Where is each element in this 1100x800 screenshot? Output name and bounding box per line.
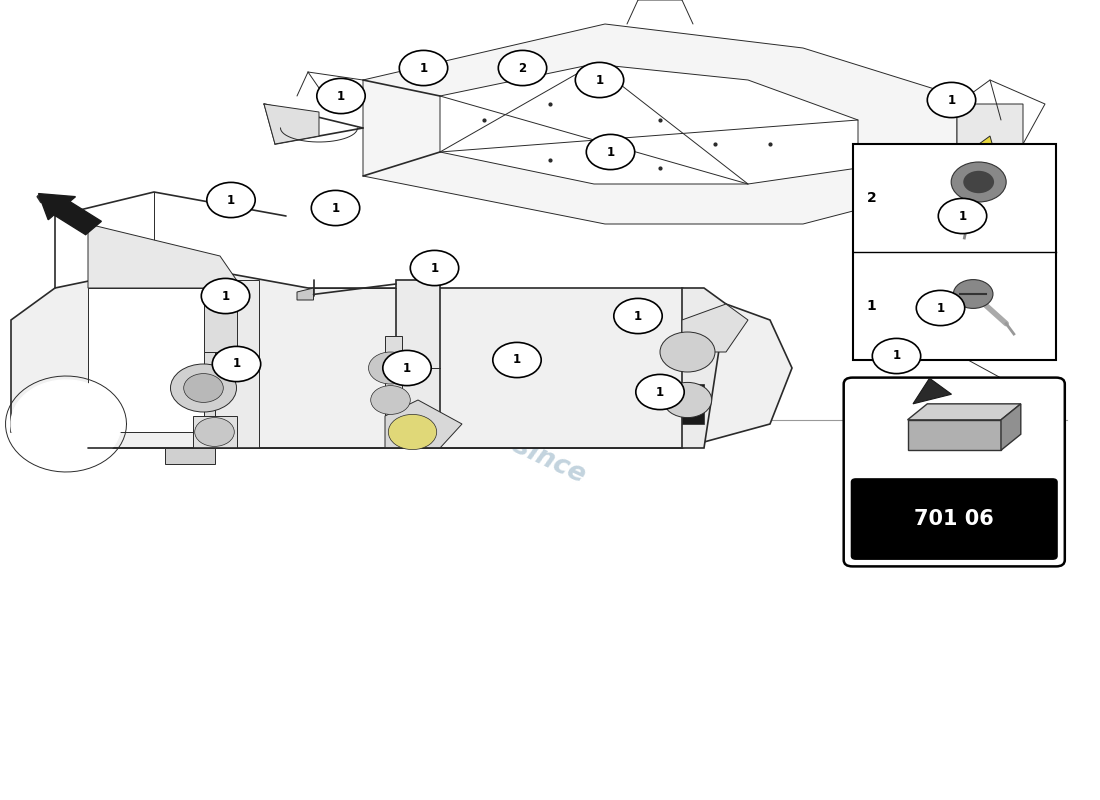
Polygon shape — [957, 136, 1001, 184]
Text: 1: 1 — [958, 210, 967, 222]
Polygon shape — [11, 272, 792, 448]
Polygon shape — [682, 288, 726, 448]
Text: 1: 1 — [337, 90, 345, 102]
Circle shape — [663, 382, 712, 418]
Circle shape — [575, 62, 624, 98]
Circle shape — [184, 374, 223, 402]
Circle shape — [170, 364, 236, 412]
FancyBboxPatch shape — [852, 144, 1056, 360]
Text: 1: 1 — [513, 354, 521, 366]
Text: 701 06: 701 06 — [914, 509, 994, 529]
Circle shape — [954, 279, 993, 308]
Circle shape — [964, 170, 994, 193]
Text: a passion for parts since: a passion for parts since — [246, 311, 590, 489]
Polygon shape — [957, 104, 1023, 168]
Text: 1: 1 — [595, 74, 604, 86]
Circle shape — [388, 414, 437, 450]
Polygon shape — [204, 352, 214, 432]
Circle shape — [368, 352, 412, 384]
Text: 2: 2 — [867, 191, 877, 205]
Polygon shape — [385, 336, 402, 432]
FancyBboxPatch shape — [844, 378, 1065, 566]
Polygon shape — [440, 64, 858, 184]
Text: 1: 1 — [430, 262, 439, 274]
Circle shape — [614, 298, 662, 334]
Circle shape — [498, 50, 547, 86]
Circle shape — [493, 342, 541, 378]
Circle shape — [952, 162, 1006, 202]
Polygon shape — [913, 378, 952, 404]
Polygon shape — [214, 280, 258, 448]
Text: 1: 1 — [947, 94, 956, 106]
Polygon shape — [88, 288, 242, 432]
Polygon shape — [363, 24, 957, 224]
Circle shape — [195, 418, 234, 446]
Circle shape — [201, 278, 250, 314]
Polygon shape — [264, 104, 319, 144]
Text: 2: 2 — [518, 62, 527, 74]
Polygon shape — [396, 280, 440, 448]
Text: 1: 1 — [419, 62, 428, 74]
Polygon shape — [908, 404, 1021, 420]
Text: 1: 1 — [656, 386, 664, 398]
Polygon shape — [297, 288, 313, 300]
Polygon shape — [935, 320, 968, 360]
Circle shape — [586, 134, 635, 170]
FancyBboxPatch shape — [851, 479, 1057, 559]
Polygon shape — [957, 216, 1045, 256]
Circle shape — [212, 346, 261, 382]
Polygon shape — [88, 224, 242, 288]
Circle shape — [938, 198, 987, 234]
Polygon shape — [385, 400, 462, 448]
Circle shape — [311, 190, 360, 226]
Text: 1: 1 — [892, 350, 901, 362]
Bar — [908, 420, 1001, 450]
Text: 1: 1 — [867, 299, 877, 313]
Polygon shape — [204, 288, 236, 352]
Polygon shape — [192, 416, 236, 448]
Circle shape — [317, 78, 365, 114]
Text: 1: 1 — [232, 358, 241, 370]
Circle shape — [207, 182, 255, 218]
Text: 1: 1 — [936, 302, 945, 314]
Circle shape — [399, 50, 448, 86]
Circle shape — [927, 82, 976, 118]
Polygon shape — [11, 380, 121, 468]
Text: 1: 1 — [403, 362, 411, 374]
Circle shape — [371, 386, 410, 414]
Text: 1: 1 — [606, 146, 615, 158]
Polygon shape — [165, 448, 214, 464]
Text: 1: 1 — [634, 310, 642, 322]
Circle shape — [383, 350, 431, 386]
Text: 1: 1 — [221, 290, 230, 302]
Circle shape — [872, 338, 921, 374]
Polygon shape — [682, 304, 748, 352]
Polygon shape — [1001, 404, 1021, 450]
Text: 1: 1 — [227, 194, 235, 206]
Polygon shape — [682, 384, 704, 424]
Circle shape — [410, 250, 459, 286]
Text: 1: 1 — [331, 202, 340, 214]
Circle shape — [636, 374, 684, 410]
FancyArrow shape — [39, 194, 101, 234]
Circle shape — [916, 290, 965, 326]
Circle shape — [660, 332, 715, 372]
